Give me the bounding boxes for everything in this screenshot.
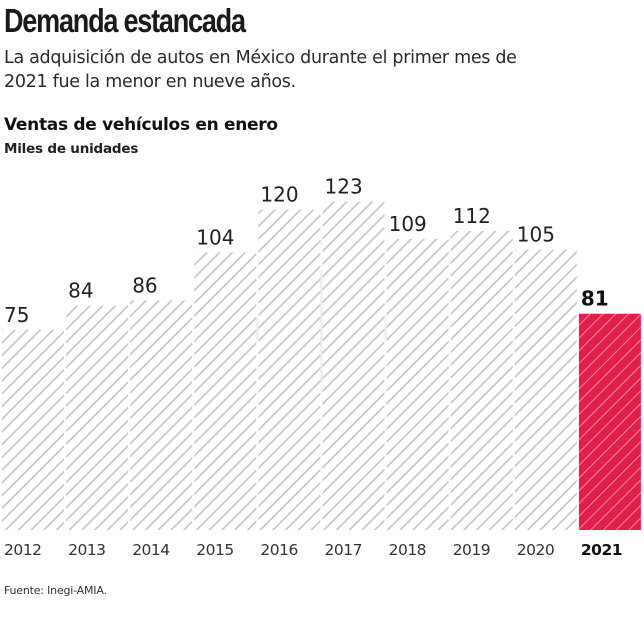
chart-title: Ventas de vehículos en enero xyxy=(4,115,278,135)
value-label-2015: 104 xyxy=(196,225,234,249)
x-tick-label-2013: 2013 xyxy=(68,541,105,559)
x-tick-label-2016: 2016 xyxy=(260,541,297,559)
bar-2018 xyxy=(386,238,449,530)
value-label-2019: 112 xyxy=(453,204,491,228)
value-label-2014: 86 xyxy=(132,273,157,297)
x-tick-label-2012: 2012 xyxy=(4,541,41,559)
value-label-2018: 109 xyxy=(389,212,427,236)
bar-chart: 75 84 86 104 120 123 109 112 105 81 2012 2013 2014 2… xyxy=(2,175,641,559)
bar-2021 xyxy=(578,313,641,530)
source-note: Fuente: Inegi-AMIA. xyxy=(4,584,107,597)
bar-2016 xyxy=(258,209,321,530)
value-label-2017: 123 xyxy=(325,175,363,199)
value-label-2021: 81 xyxy=(581,287,609,311)
x-tick-label-2014: 2014 xyxy=(132,541,169,559)
value-label-2013: 84 xyxy=(68,279,93,303)
x-tick-label-2018: 2018 xyxy=(389,541,426,559)
x-tick-label-2020: 2020 xyxy=(517,541,554,559)
value-label-2012: 75 xyxy=(4,303,29,327)
page-subtitle: La adquisición de autos en México durant… xyxy=(4,48,517,92)
bar-2014 xyxy=(130,300,193,530)
bar-2015 xyxy=(194,252,257,530)
bar-2019 xyxy=(450,230,513,530)
bar-2017 xyxy=(322,201,385,530)
x-tick-label-2019: 2019 xyxy=(453,541,490,559)
value-label-2020: 105 xyxy=(517,223,555,247)
bar-2012 xyxy=(2,329,64,530)
x-tick-label-2017: 2017 xyxy=(325,541,362,559)
page-title: Demanda estancada xyxy=(4,2,246,39)
chart-units: Miles de unidades xyxy=(4,141,139,157)
bar-2013 xyxy=(66,305,129,530)
x-tick-label-2021: 2021 xyxy=(581,541,622,559)
value-label-2016: 120 xyxy=(260,183,298,207)
x-tick-label-2015: 2015 xyxy=(196,541,233,559)
bar-2020 xyxy=(514,249,577,530)
